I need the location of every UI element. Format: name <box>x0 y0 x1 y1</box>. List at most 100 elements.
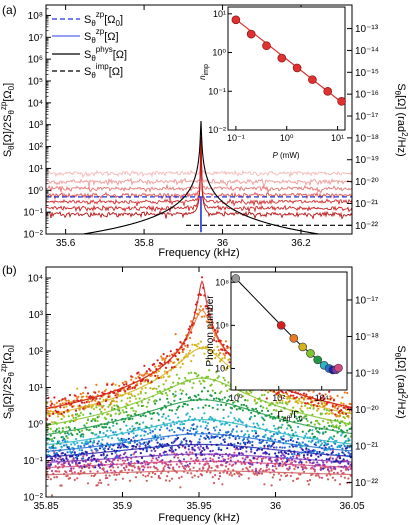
data-point <box>77 395 80 398</box>
data-point <box>187 445 190 448</box>
data-point <box>307 483 310 486</box>
data-point <box>224 465 228 468</box>
data-point <box>238 452 241 455</box>
data-point <box>313 470 316 473</box>
data-point <box>82 455 85 458</box>
data-point <box>241 468 244 471</box>
data-point <box>160 376 163 379</box>
data-point <box>248 459 252 462</box>
data-point <box>305 467 308 470</box>
data-point <box>128 400 132 403</box>
data-point <box>110 383 114 386</box>
data-point <box>96 442 99 445</box>
panel-a-ylabel-right: Sθ[Ω] (rad2/Hz) <box>393 83 408 156</box>
data-point <box>101 406 104 409</box>
data-point <box>271 417 274 420</box>
data-point <box>318 463 321 466</box>
data-point <box>125 410 128 414</box>
data-point <box>204 421 207 424</box>
data-point <box>241 421 244 424</box>
data-point <box>204 463 207 466</box>
data-point <box>221 348 224 351</box>
inset-a-x-tick-label: 10⁰ <box>280 133 294 143</box>
data-point <box>192 423 195 426</box>
data-point <box>186 471 189 475</box>
data-point <box>181 348 184 351</box>
data-point <box>96 402 99 406</box>
data-point <box>190 457 193 460</box>
data-point <box>308 461 312 464</box>
data-point <box>167 466 170 469</box>
data-point <box>248 462 252 465</box>
data-point <box>114 471 117 474</box>
data-point <box>316 437 319 440</box>
data-point <box>55 401 58 404</box>
data-point <box>151 457 154 460</box>
data-point <box>196 425 199 428</box>
data-point <box>107 447 110 451</box>
data-point <box>216 330 219 333</box>
data-point <box>109 429 112 432</box>
data-point <box>104 456 108 459</box>
data-point <box>328 437 331 441</box>
data-point <box>251 429 254 432</box>
inset-a-y-tick-label: 10⁻¹ <box>208 86 226 96</box>
data-point <box>67 426 70 429</box>
data-point <box>294 460 297 463</box>
data-point <box>340 409 343 412</box>
data-point <box>336 471 339 474</box>
data-point <box>50 494 54 497</box>
data-point <box>211 406 214 409</box>
inset-a-point <box>277 53 287 63</box>
data-point <box>107 483 110 486</box>
data-point <box>289 456 292 459</box>
data-point <box>211 458 214 461</box>
data-point <box>95 383 98 386</box>
data-point <box>173 456 176 459</box>
panel-b-xlabel: Frequency (kHz) <box>158 512 239 524</box>
panel-a-right-tick-label: 10⁻¹⁷ <box>355 112 379 123</box>
data-point <box>304 434 307 438</box>
data-point <box>208 369 211 372</box>
data-point <box>82 433 85 436</box>
data-point <box>100 481 103 484</box>
data-point <box>202 446 205 450</box>
data-point <box>223 458 226 462</box>
data-point <box>91 398 94 401</box>
panel-a-right-tick-label: 10⁻¹⁵ <box>355 68 379 79</box>
data-point <box>80 441 84 444</box>
data-point <box>191 476 194 479</box>
data-point <box>84 460 87 463</box>
data-point <box>83 444 86 447</box>
data-point <box>168 479 171 482</box>
panel-b-y-tick-label: 10⁻¹ <box>23 456 43 467</box>
data-point <box>251 444 254 447</box>
data-point <box>222 352 225 355</box>
data-point <box>218 429 222 432</box>
data-point <box>160 355 163 358</box>
data-point <box>124 459 127 462</box>
data-point <box>156 441 159 444</box>
data-point <box>238 393 241 396</box>
data-point <box>116 466 120 469</box>
data-point <box>121 459 124 462</box>
data-point <box>130 375 133 378</box>
data-point <box>319 466 322 469</box>
data-point <box>328 446 331 449</box>
data-point <box>269 457 272 460</box>
data-point <box>65 426 68 429</box>
panel-a-x-tick-label: 36.2 <box>291 238 311 249</box>
data-point <box>149 387 152 390</box>
data-point <box>269 403 272 407</box>
data-point <box>110 418 114 421</box>
legend-imp-label: Sθimp[Ω] <box>84 62 123 80</box>
data-point <box>319 444 322 447</box>
data-point <box>203 315 206 318</box>
data-point <box>49 434 52 437</box>
data-point <box>193 417 196 420</box>
data-point <box>187 372 190 375</box>
data-point <box>67 399 70 402</box>
data-point <box>272 408 276 412</box>
data-point <box>150 449 153 452</box>
data-point <box>170 445 174 448</box>
